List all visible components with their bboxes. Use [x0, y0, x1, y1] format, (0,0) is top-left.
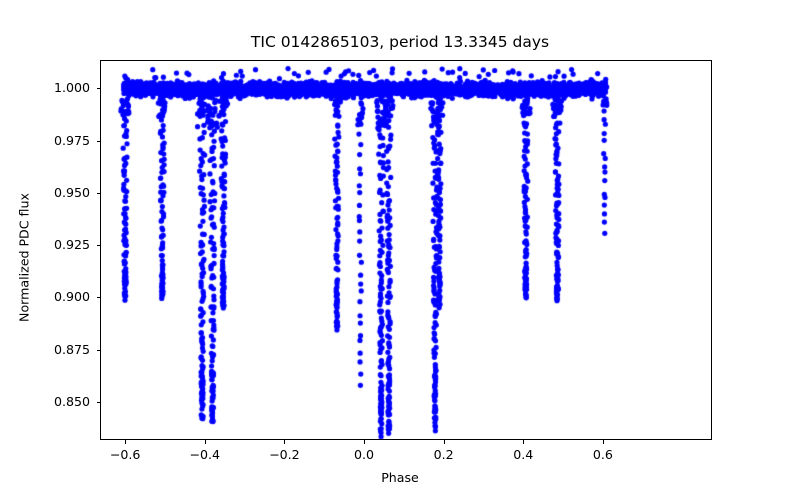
y-tick-label: 0.900: [53, 289, 90, 305]
x-tick-label: −0.6: [109, 447, 141, 462]
x-tick-mark: [125, 440, 127, 444]
x-tick-label: 0.0: [353, 447, 375, 462]
y-tick-mark: [96, 245, 100, 247]
y-tick-mark: [96, 297, 100, 299]
x-tick-label: 0.2: [433, 447, 454, 462]
y-tick-mark: [96, 402, 100, 403]
x-tick-mark: [443, 440, 445, 444]
x-tick-label: −0.2: [269, 447, 300, 462]
x-tick-mark: [602, 440, 604, 444]
x-axis-label: Phase: [381, 470, 419, 485]
y-tick-mark: [96, 192, 100, 194]
y-tick-label: 0.875: [53, 341, 90, 357]
x-tick-mark: [364, 440, 365, 444]
page-title: TIC 0142865103, period 13.3345 days: [250, 33, 550, 51]
y-tick-mark: [96, 88, 100, 90]
y-tick-label: 0.925: [53, 237, 90, 253]
y-tick-mark: [96, 140, 100, 142]
y-tick-label: 0.950: [53, 184, 90, 200]
y-tick-mark: [96, 349, 100, 351]
x-tick-label: 0.4: [513, 447, 534, 462]
x-tick-label: −0.4: [189, 447, 220, 462]
y-tick-label: 0.850: [53, 394, 90, 409]
x-tick-mark: [284, 440, 286, 444]
x-tick-mark: [523, 440, 525, 444]
y-axis-label: Normalized PDC flux: [16, 193, 32, 322]
x-tick-mark: [204, 440, 206, 444]
y-tick-label: 0.975: [53, 132, 90, 148]
y-tick-label: 1.000: [53, 80, 90, 96]
x-tick-label: 0.6: [592, 447, 613, 462]
plot-axes: [100, 60, 712, 440]
scatter-plot-data: [101, 61, 711, 439]
